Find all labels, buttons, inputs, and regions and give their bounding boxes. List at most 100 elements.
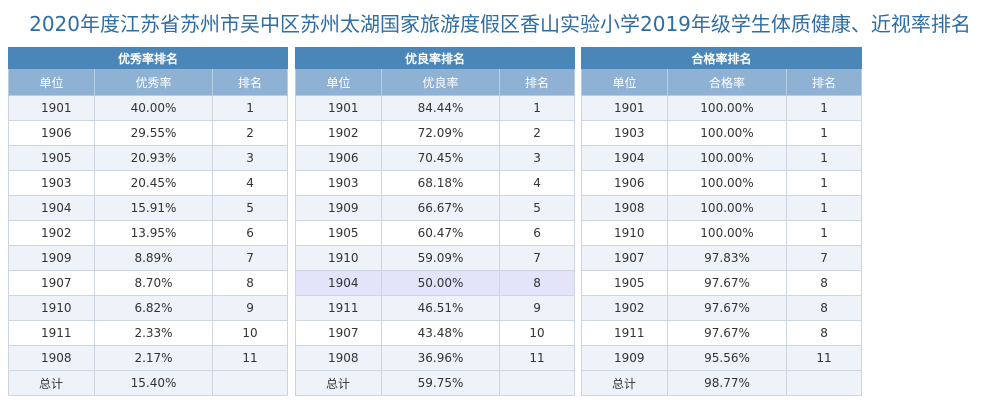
table-row: 1905 60.47% 6: [295, 220, 576, 246]
cell-rank: 4: [498, 170, 576, 196]
table-row: 1904 15.91% 5: [8, 195, 289, 221]
cell-unit: 1904: [295, 270, 382, 296]
total-rate: 15.40%: [94, 370, 213, 396]
total-label: 总计: [581, 370, 668, 396]
cell-rank: 10: [211, 320, 289, 346]
cell-rate: 43.48%: [381, 320, 500, 346]
cell-rate: 84.44%: [381, 95, 500, 121]
cell-rate: 100.00%: [667, 120, 787, 146]
cell-unit: 1907: [8, 270, 95, 296]
cell-rate: 97.83%: [667, 245, 787, 271]
cell-rate: 70.45%: [381, 145, 500, 171]
column-header-unit: 单位: [581, 68, 668, 96]
cell-rank: 7: [211, 245, 289, 271]
cell-unit: 1907: [295, 320, 382, 346]
table-row: 1903 68.18% 4: [295, 170, 576, 196]
cell-rate: 2.33%: [94, 320, 213, 346]
table-row: 1911 97.67% 8: [581, 320, 863, 346]
good-rate-table: 优良率排名 单位 优良率 排名 1901 84.44% 1 1902 72.09% 2 19…: [294, 47, 576, 396]
cell-rate: 68.18%: [381, 170, 500, 196]
cell-unit: 1905: [8, 145, 95, 171]
cell-rate: 97.67%: [667, 320, 787, 346]
cell-rate: 2.17%: [94, 345, 213, 371]
table-row: 1910 100.00% 1: [581, 220, 863, 246]
total-row: 总计 15.40%: [8, 370, 289, 396]
cell-rank: 3: [498, 145, 576, 171]
table-group-header: 优秀率排名: [7, 47, 289, 69]
column-header-rank: 排名: [785, 68, 863, 96]
table-row: 1901 40.00% 1: [8, 95, 289, 121]
cell-unit: 1910: [8, 295, 95, 321]
table-row: 1904 100.00% 1: [581, 145, 863, 171]
table-group-header: 优良率排名: [294, 47, 576, 69]
cell-rank: 7: [785, 245, 863, 271]
table-row: 1909 8.89% 7: [8, 245, 289, 271]
cell-unit: 1911: [8, 320, 95, 346]
cell-unit: 1901: [581, 95, 668, 121]
table-row: 1902 13.95% 6: [8, 220, 289, 246]
table-row: 1910 59.09% 7: [295, 245, 576, 271]
table-row: 1902 97.67% 8: [581, 295, 863, 321]
cell-rank: 1: [785, 170, 863, 196]
total-row: 总计 59.75%: [295, 370, 576, 396]
cell-rank: 1: [785, 95, 863, 121]
table-row: 1908 2.17% 11: [8, 345, 289, 371]
cell-unit: 1903: [581, 120, 668, 146]
table-row: 1903 20.45% 4: [8, 170, 289, 196]
cell-rank: 8: [785, 320, 863, 346]
table-row: 1903 100.00% 1: [581, 120, 863, 146]
cell-rank: 7: [498, 245, 576, 271]
cell-rate: 100.00%: [667, 145, 787, 171]
cell-rank: 1: [785, 195, 863, 221]
cell-rank: 8: [211, 270, 289, 296]
cell-unit: 1901: [295, 95, 382, 121]
cell-rank: 1: [785, 145, 863, 171]
table-row: 1906 70.45% 3: [295, 145, 576, 171]
total-row: 总计 98.77%: [581, 370, 863, 396]
excellent-rate-table: 优秀率排名 单位 优秀率 排名 1901 40.00% 1 1906 29.55% 2 19…: [7, 47, 289, 396]
cell-unit: 1902: [581, 295, 668, 321]
table-row: 1901 84.44% 1: [295, 95, 576, 121]
total-rank: [211, 370, 289, 396]
cell-rate: 72.09%: [381, 120, 500, 146]
cell-rank: 6: [498, 220, 576, 246]
cell-rate: 6.82%: [94, 295, 213, 321]
table-row: 1902 72.09% 2: [295, 120, 576, 146]
table-row: 1901 100.00% 1: [581, 95, 863, 121]
cell-rank: 5: [211, 195, 289, 221]
cell-rank: 1: [211, 95, 289, 121]
cell-unit: 1911: [295, 295, 382, 321]
cell-rank: 1: [785, 120, 863, 146]
total-rate: 98.77%: [667, 370, 787, 396]
column-header-rank: 排名: [211, 68, 289, 96]
cell-unit: 1904: [8, 195, 95, 221]
table-row: 1911 46.51% 9: [295, 295, 576, 321]
cell-rate: 100.00%: [667, 220, 787, 246]
column-header-rate: 优秀率: [94, 68, 213, 96]
cell-rate: 97.67%: [667, 295, 787, 321]
total-rank: [498, 370, 576, 396]
cell-rank: 6: [211, 220, 289, 246]
table-row: 1905 97.67% 8: [581, 270, 863, 296]
column-header-rate: 合格率: [667, 68, 787, 96]
cell-unit: 1906: [581, 170, 668, 196]
table-row: 1907 8.70% 8: [8, 270, 289, 296]
cell-rank: 3: [211, 145, 289, 171]
cell-rank: 2: [498, 120, 576, 146]
total-label: 总计: [8, 370, 95, 396]
cell-rank: 1: [785, 220, 863, 246]
cell-rate: 66.67%: [381, 195, 500, 221]
table-row: 1906 29.55% 2: [8, 120, 289, 146]
cell-rate: 15.91%: [94, 195, 213, 221]
cell-rank: 11: [211, 345, 289, 371]
cell-rate: 29.55%: [94, 120, 213, 146]
cell-unit: 1910: [295, 245, 382, 271]
table-row: 1908 36.96% 11: [295, 345, 576, 371]
cell-unit: 1905: [295, 220, 382, 246]
cell-unit: 1906: [295, 145, 382, 171]
cell-rate: 60.47%: [381, 220, 500, 246]
cell-rate: 36.96%: [381, 345, 500, 371]
cell-rate: 95.56%: [667, 345, 787, 371]
cell-rate: 20.45%: [94, 170, 213, 196]
table-row: 1911 2.33% 10: [8, 320, 289, 346]
